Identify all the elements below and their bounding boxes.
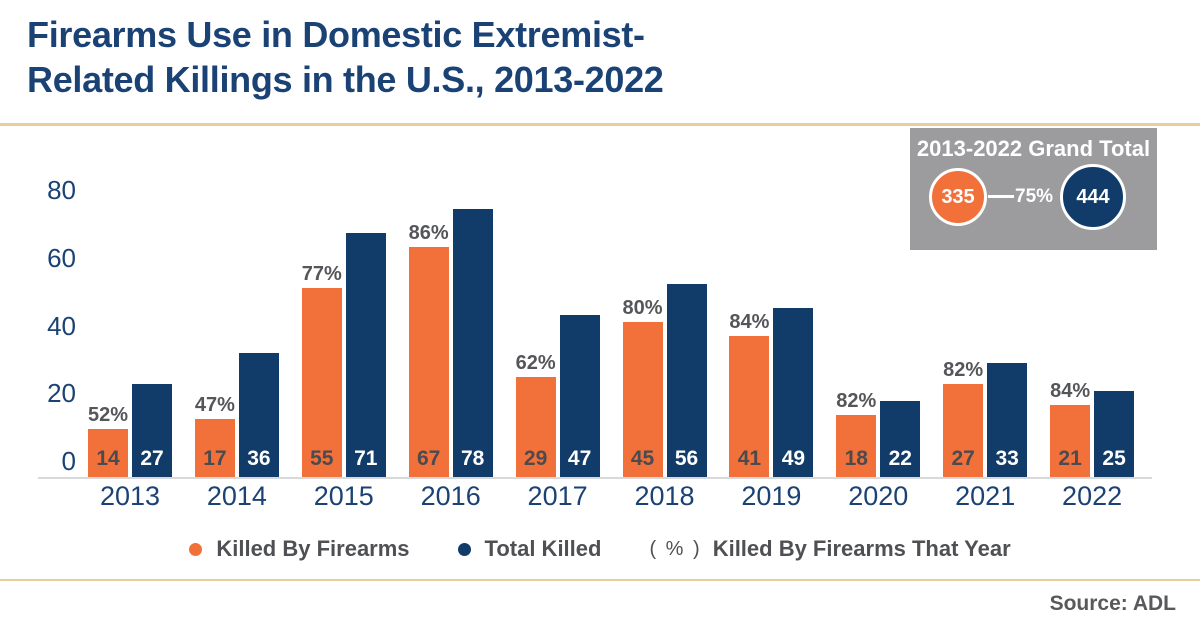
value-label-firearms-2021: 27 — [951, 447, 975, 470]
grand-total-box: 2013-2022 Grand Total 335 75% 444 — [910, 128, 1157, 250]
page-title: Firearms Use in Domestic Extremist- Relat… — [27, 12, 664, 102]
value-label-firearms-2020: 18 — [844, 447, 868, 470]
grand-total-percent: 75% — [1015, 186, 1054, 207]
y-tick-80: 80 — [47, 175, 76, 205]
legend-label: Killed By Firearms — [216, 536, 410, 561]
percent-label-2013: 52% — [87, 403, 129, 426]
value-label-firearms-2017: 29 — [523, 447, 548, 470]
bar-total-2015 — [345, 232, 386, 477]
legend-label: Total Killed — [484, 536, 602, 561]
x-tick-2022: 2022 — [1062, 481, 1123, 511]
grand-total-killed-value: 444 — [1076, 185, 1110, 208]
y-tick-40: 40 — [47, 310, 76, 341]
divider-bottom — [0, 579, 1200, 581]
percent-label-2018: 80% — [622, 297, 663, 320]
x-tick-2016: 2016 — [420, 481, 481, 511]
value-label-total-2018: 56 — [674, 447, 699, 470]
bar-total-2020 — [880, 401, 921, 477]
value-label-total-2019: 49 — [781, 447, 806, 470]
y-tick-20: 20 — [47, 378, 76, 409]
value-label-total-2015: 71 — [354, 447, 378, 470]
value-label-total-2020: 22 — [888, 447, 912, 470]
legend-item-killed-by-firearms: Killed By Firearms — [189, 536, 410, 562]
page-title-line2: Related Killings in the U.S., 2013-2022 — [27, 59, 664, 100]
grand-total-firearms-value: 335 — [941, 185, 975, 208]
bar-firearms-2021 — [943, 384, 984, 477]
bar-firearms-2018 — [622, 322, 663, 477]
bar-firearms-2017 — [515, 377, 556, 477]
legend-label: Killed By Firearms That Year — [712, 536, 1011, 561]
bar-total-2018 — [666, 284, 707, 477]
chart-legend: Killed By Firearms Total Killed ( % ) Ki… — [0, 536, 1200, 562]
value-label-total-2017: 47 — [567, 447, 592, 470]
percent-label-2015: 77% — [301, 262, 342, 285]
value-label-firearms-2014: 17 — [203, 447, 227, 470]
bar-firearms-2020 — [836, 415, 877, 477]
x-axis-line — [38, 477, 1152, 479]
percent-label-2017: 62% — [515, 352, 556, 375]
x-tick-2018: 2018 — [634, 481, 695, 511]
y-tick-0: 0 — [61, 446, 76, 476]
bar-total-2017 — [559, 315, 600, 477]
x-tick-2019: 2019 — [741, 481, 802, 511]
bar-firearms-2016 — [408, 246, 449, 477]
navy-dot-icon — [457, 542, 471, 556]
bar-total-2019 — [773, 308, 814, 477]
value-label-total-2013: 27 — [140, 447, 164, 470]
value-label-firearms-2015: 55 — [310, 447, 334, 470]
bar-total-2022 — [1094, 391, 1135, 477]
divider-top — [0, 123, 1200, 126]
value-label-firearms-2018: 45 — [630, 447, 655, 470]
bar-firearms-2019 — [729, 335, 770, 477]
bar-firearms-2015 — [301, 287, 342, 477]
percent-label-2021: 82% — [943, 359, 984, 382]
x-tick-2021: 2021 — [955, 481, 1016, 511]
percent-label-2016: 86% — [408, 221, 449, 244]
bar-firearms-2014 — [194, 418, 235, 477]
x-tick-2020: 2020 — [848, 481, 909, 511]
grand-total-connector-line — [988, 195, 1014, 198]
value-label-total-2016: 78 — [461, 447, 485, 470]
bar-total-2021 — [987, 363, 1028, 477]
bar-firearms-2022 — [1050, 404, 1091, 477]
orange-dot-icon — [189, 542, 203, 556]
value-label-total-2014: 36 — [247, 447, 271, 470]
percent-label-2020: 82% — [836, 390, 877, 413]
grand-total-firearms-circle: 335 — [929, 168, 987, 226]
page-title-line1: Firearms Use in Domestic Extremist- — [27, 14, 645, 55]
x-tick-2015: 2015 — [313, 481, 374, 511]
value-label-firearms-2022: 21 — [1058, 447, 1082, 470]
legend-item-percent: ( % ) Killed By Firearms That Year — [649, 536, 1010, 562]
value-label-firearms-2019: 41 — [737, 447, 762, 470]
percent-label-2019: 84% — [729, 310, 770, 333]
source-credit: Source: ADL — [1049, 592, 1176, 615]
grand-total-killed-circle: 444 — [1060, 164, 1126, 230]
value-label-firearms-2013: 14 — [96, 447, 120, 470]
x-tick-2014: 2014 — [206, 481, 267, 511]
percent-marker: ( % ) — [649, 537, 702, 560]
legend-item-total-killed: Total Killed — [457, 536, 602, 562]
bar-total-2013 — [132, 384, 172, 477]
y-tick-60: 60 — [47, 242, 76, 273]
bar-firearms-2013 — [88, 428, 128, 477]
percent-label-2014: 47% — [194, 393, 235, 416]
value-label-total-2022: 25 — [1102, 447, 1126, 470]
bar-total-2016 — [452, 208, 493, 477]
grand-total-title: 2013-2022 Grand Total — [916, 136, 1151, 161]
x-tick-2017: 2017 — [527, 481, 588, 511]
value-label-firearms-2016: 67 — [417, 447, 441, 470]
bar-total-2014 — [238, 353, 279, 477]
x-tick-2013: 2013 — [99, 481, 161, 511]
percent-label-2022: 84% — [1050, 379, 1091, 402]
value-label-total-2021: 33 — [995, 447, 1019, 470]
